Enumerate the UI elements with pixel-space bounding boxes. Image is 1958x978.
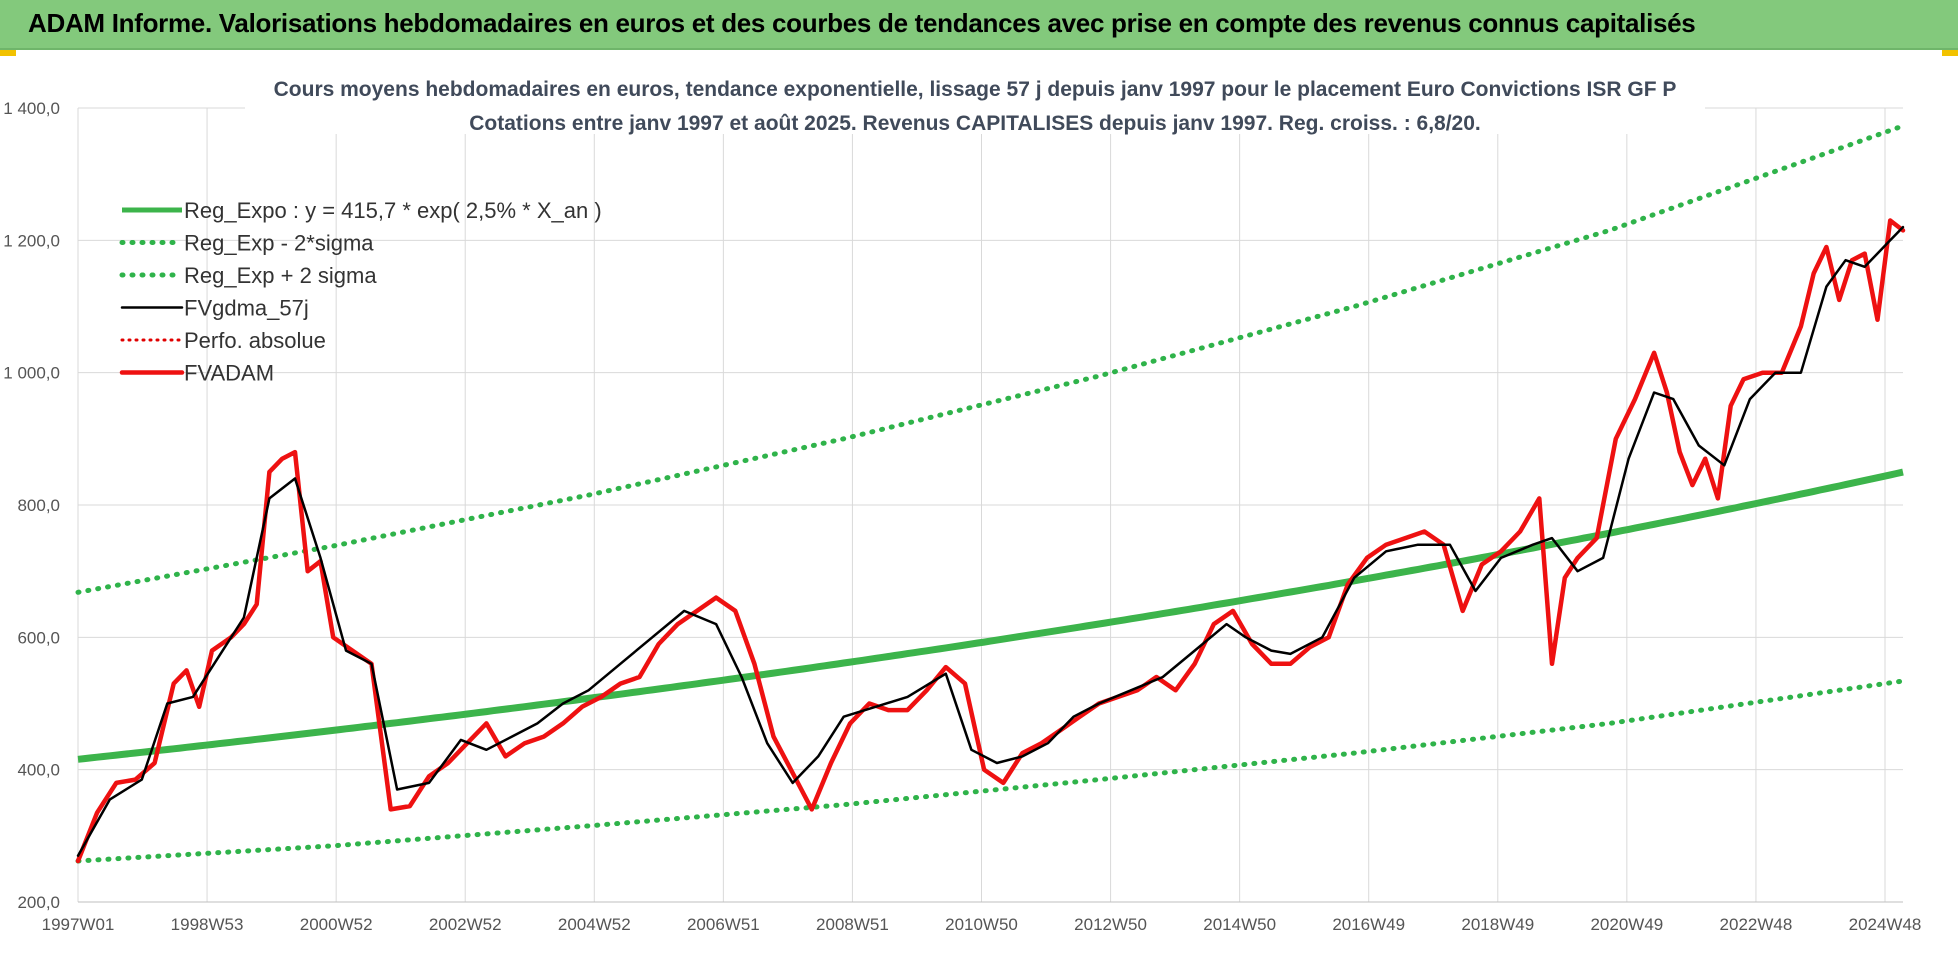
y-tick-label: 1 000,0	[3, 364, 60, 383]
series-line-3	[76, 225, 1905, 857]
x-tick-label: 1998W53	[171, 915, 244, 934]
legend-entry: FVgdma_57j	[184, 296, 309, 321]
y-tick-label: 400,0	[17, 761, 60, 780]
corner-marker-right	[1942, 50, 1958, 56]
y-tick-label: 1 400,0	[3, 99, 60, 118]
x-tick-label: 2020W49	[1590, 915, 1663, 934]
legend-entry: Reg_Exp + 2 sigma	[184, 263, 377, 288]
chart-title-block: Cours moyens hebdomadaires en euros, ten…	[245, 72, 1705, 135]
y-tick-label: 600,0	[17, 628, 60, 647]
x-tick-label: 2012W50	[1074, 915, 1147, 934]
y-tick-label: 1 200,0	[3, 231, 60, 250]
series-line-2	[75, 123, 1906, 595]
x-tick-label: 2022W48	[1720, 915, 1793, 934]
x-tick-label: 2008W51	[816, 915, 889, 934]
x-tick-label: 2024W48	[1849, 915, 1922, 934]
chart-grid	[77, 107, 1903, 903]
x-tick-label: 2014W50	[1203, 915, 1276, 934]
y-axis: 200,0 400,0 600,0 800,0 1 000,0 1 200,0 1 400,…	[3, 99, 60, 912]
x-tick-label: 1997W01	[42, 915, 115, 934]
series-line-1	[75, 678, 1906, 864]
y-tick-label: 200,0	[17, 893, 60, 912]
line-chart: 200,0 400,0 600,0 800,0 1 000,0 1 200,0 1 400,…	[3, 72, 1922, 934]
series-line-5	[75, 218, 1906, 864]
x-tick-label: 2006W51	[687, 915, 760, 934]
x-tick-label: 2004W52	[558, 915, 631, 934]
x-tick-label: 2002W52	[429, 915, 502, 934]
y-tick-label: 800,0	[17, 496, 60, 515]
series-layer	[75, 123, 1906, 864]
x-axis: 1997W01 1998W53 2000W52 2002W52 2004W52 2006W…	[42, 915, 1922, 934]
x-tick-label: 2016W49	[1332, 915, 1405, 934]
x-tick-label: 2018W49	[1461, 915, 1534, 934]
header-bar: ADAM Informe. Valorisations hebdomadaire…	[0, 0, 1958, 50]
chart-legend: Reg_Expo : y = 415,7 * exp( 2,5% * X_an …	[119, 198, 602, 386]
x-tick-label: 2010W50	[945, 915, 1018, 934]
legend-entry: Reg_Expo : y = 415,7 * exp( 2,5% * X_an …	[184, 198, 602, 223]
series-line-0	[77, 468, 1904, 763]
page-title: ADAM Informe. Valorisations hebdomadaire…	[28, 8, 1696, 38]
legend-entry: FVADAM	[184, 361, 274, 386]
legend-entry: Perfo. absolue	[184, 328, 326, 353]
x-tick-label: 2000W52	[300, 915, 373, 934]
chart-title: Cours moyens hebdomadaires en euros, ten…	[274, 78, 1677, 101]
corner-marker-left	[0, 50, 16, 56]
legend-entry: Reg_Exp - 2*sigma	[184, 231, 374, 256]
chart-subtitle: Cotations entre janv 1997 et août 2025. …	[469, 112, 1481, 135]
title-background	[245, 72, 1705, 134]
